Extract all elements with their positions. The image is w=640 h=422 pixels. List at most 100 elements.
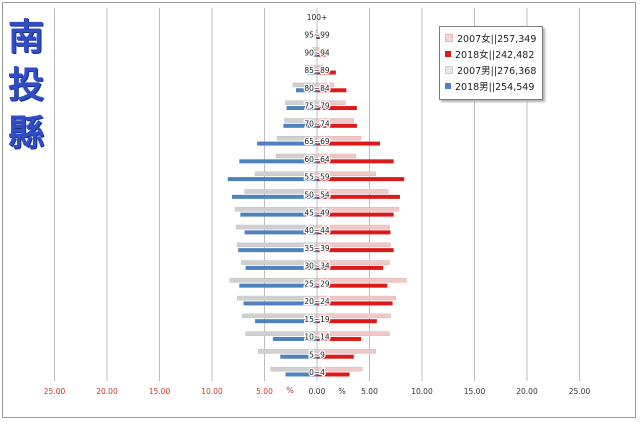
bar-2018-female xyxy=(317,17,318,22)
bar-2018-male xyxy=(285,372,317,377)
axis-unit-left: % xyxy=(286,386,294,395)
bar-2007-female xyxy=(316,29,318,34)
bar-2007-female xyxy=(316,242,391,248)
bar-2018-female xyxy=(317,319,377,324)
bar-2018-male xyxy=(257,141,317,146)
x-tick-label: 10.00 xyxy=(201,387,223,396)
bar-2018-female xyxy=(317,52,326,57)
age-group-label: 20~24 xyxy=(304,297,330,306)
bar-2018-female xyxy=(317,372,350,377)
bar-2007-female xyxy=(316,189,389,194)
bar-2018-female xyxy=(317,177,405,182)
age-group-label: 100+ xyxy=(307,13,328,22)
bar-2018-male xyxy=(227,177,317,182)
bar-2007-female xyxy=(316,171,377,177)
age-group-label: 30~34 xyxy=(304,262,330,271)
legend-label-2007-female: 2007女||257,349 xyxy=(457,34,537,45)
age-group-label: 70~74 xyxy=(304,119,330,128)
bar-2007-female xyxy=(316,295,396,301)
bar-2018-female xyxy=(317,230,391,235)
bar-2018-male xyxy=(238,248,317,253)
bar-2018-male xyxy=(239,283,317,288)
bar-2018-male xyxy=(239,159,317,164)
region-title-char-3: 縣 xyxy=(7,113,44,154)
x-tick-label: 5.00 xyxy=(361,387,378,396)
region-title: 南 投 縣 xyxy=(6,14,46,158)
x-tick-label: 25.00 xyxy=(44,387,66,396)
age-group-label: 10~14 xyxy=(304,333,330,342)
legend-swatch-2007-male xyxy=(445,66,453,74)
age-group-label: 5~9 xyxy=(309,350,325,359)
bar-2007-female xyxy=(316,64,324,70)
x-tick-label: 20.00 xyxy=(516,387,538,396)
bar-2018-female xyxy=(317,70,336,75)
bar-2018-female xyxy=(317,354,354,359)
legend-swatch-2018-male xyxy=(445,83,451,89)
age-group-label: 0~4 xyxy=(309,368,325,377)
legend-item-2007-female: 2007女||257,349 xyxy=(445,30,542,46)
bar-2018-male xyxy=(272,336,317,341)
bar-2018-female xyxy=(317,34,321,39)
bar-2018-male xyxy=(243,301,317,306)
age-group-label: 60~64 xyxy=(304,155,330,164)
legend-item-2018-female: 2018女||242,482 xyxy=(445,46,542,62)
bar-2018-female xyxy=(317,194,400,199)
bar-2018-female xyxy=(317,123,357,128)
age-group-label: 35~39 xyxy=(304,244,330,253)
bar-2007-female xyxy=(316,118,354,123)
bar-2018-male xyxy=(286,106,317,111)
age-group-label: 15~19 xyxy=(304,315,330,324)
bar-2018-female xyxy=(317,106,357,111)
age-group-label: 85~89 xyxy=(304,66,330,75)
legend-swatch-2018-female xyxy=(445,51,451,57)
age-group-label: 50~54 xyxy=(304,191,330,200)
age-group-label: 40~44 xyxy=(304,226,330,235)
bar-2007-female xyxy=(316,207,400,212)
bar-2018-male xyxy=(306,70,317,75)
bar-2007-female xyxy=(316,349,377,354)
age-group-label: 55~59 xyxy=(304,173,330,182)
bar-2018-male xyxy=(283,123,317,128)
region-title-char-2: 投 xyxy=(7,65,44,106)
bar-2007-female xyxy=(316,135,362,141)
bar-2007-female xyxy=(316,313,391,319)
legend-label-2018-male: 2018男||254,549 xyxy=(455,82,535,93)
bar-2007-female xyxy=(316,82,335,88)
bar-2018-female xyxy=(317,283,388,288)
bar-2018-male xyxy=(245,265,317,270)
legend-swatch-2007-female xyxy=(445,34,453,42)
bar-2007-female xyxy=(316,366,363,372)
x-tick-label: 5.00 xyxy=(256,387,273,396)
bar-2018-female xyxy=(317,141,380,146)
age-group-label: 45~49 xyxy=(304,208,330,217)
x-tick-label: 15.00 xyxy=(464,387,486,396)
bar-2018-female xyxy=(317,301,393,306)
x-tick-label: 15.00 xyxy=(149,387,171,396)
age-group-label: 95~99 xyxy=(304,31,330,40)
bar-2007-female xyxy=(316,224,390,230)
bar-2007-female xyxy=(316,260,390,265)
region-title-char-1: 南 xyxy=(7,17,44,58)
bar-2018-female xyxy=(317,336,362,341)
legend-item-2018-male: 2018男||254,549 xyxy=(445,78,542,94)
bar-2018-male xyxy=(313,52,317,57)
bar-2018-male xyxy=(296,88,317,93)
bar-2007-female xyxy=(316,278,407,283)
x-tick-label: 25.00 xyxy=(569,387,591,396)
bar-2007-female xyxy=(316,100,346,105)
legend-label-2018-female: 2018女||242,482 xyxy=(455,50,535,61)
bar-2007-female xyxy=(316,153,357,159)
bar-2018-female xyxy=(317,248,394,253)
bar-2018-male xyxy=(255,319,317,324)
age-group-label: 80~84 xyxy=(304,84,330,93)
bar-2018-male xyxy=(240,212,317,217)
bar-2018-male xyxy=(244,230,317,235)
legend-item-2007-male: 2007男||276,368 xyxy=(445,62,542,78)
x-tick-label: 10.00 xyxy=(411,387,433,396)
age-group-label: 65~69 xyxy=(304,137,330,146)
bar-2018-male xyxy=(315,34,317,39)
x-tick-label: 20.00 xyxy=(96,387,118,396)
bar-2018-female xyxy=(317,159,394,164)
bar-2018-female xyxy=(317,265,384,270)
